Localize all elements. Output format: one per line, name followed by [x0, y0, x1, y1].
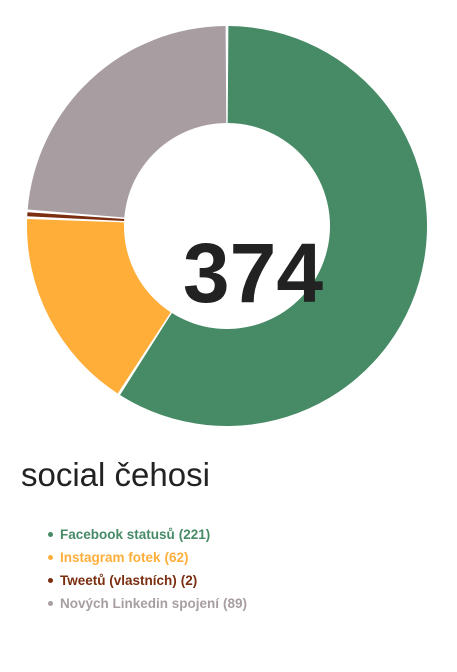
- legend-item[interactable]: Instagram fotek (62): [48, 546, 247, 569]
- donut-slice-3[interactable]: [27, 26, 227, 218]
- donut-chart: 374: [27, 26, 427, 426]
- legend-count: (62): [164, 550, 189, 565]
- chart-title: social čehosi: [21, 456, 210, 493]
- legend-bullet-icon: [48, 601, 53, 606]
- legend-bullet-icon: [48, 555, 53, 560]
- chart-legend: Facebook statusů (221) Instagram fotek (62)…: [48, 523, 247, 615]
- legend-item[interactable]: Facebook statusů (221): [48, 523, 247, 546]
- legend-count: (89): [223, 596, 248, 611]
- legend-count: (221): [178, 527, 211, 542]
- donut-slices: [27, 26, 427, 426]
- legend-item[interactable]: Tweetů (vlastních) (2): [48, 569, 247, 592]
- legend-label: Instagram fotek: [60, 550, 161, 565]
- donut-slice-2[interactable]: [27, 212, 125, 221]
- donut-slice-1[interactable]: [27, 218, 171, 394]
- legend-item[interactable]: Nových Linkedin spojení (89): [48, 592, 247, 615]
- legend-label: Nových Linkedin spojení: [60, 596, 220, 611]
- legend-bullet-icon: [48, 532, 53, 537]
- legend-count: (2): [180, 573, 198, 588]
- total-count: 374: [183, 226, 323, 320]
- donut-slice-0[interactable]: [120, 26, 427, 426]
- legend-bullet-icon: [48, 578, 53, 583]
- legend-label: Tweetů (vlastních): [60, 573, 177, 588]
- legend-label: Facebook statusů: [60, 527, 175, 542]
